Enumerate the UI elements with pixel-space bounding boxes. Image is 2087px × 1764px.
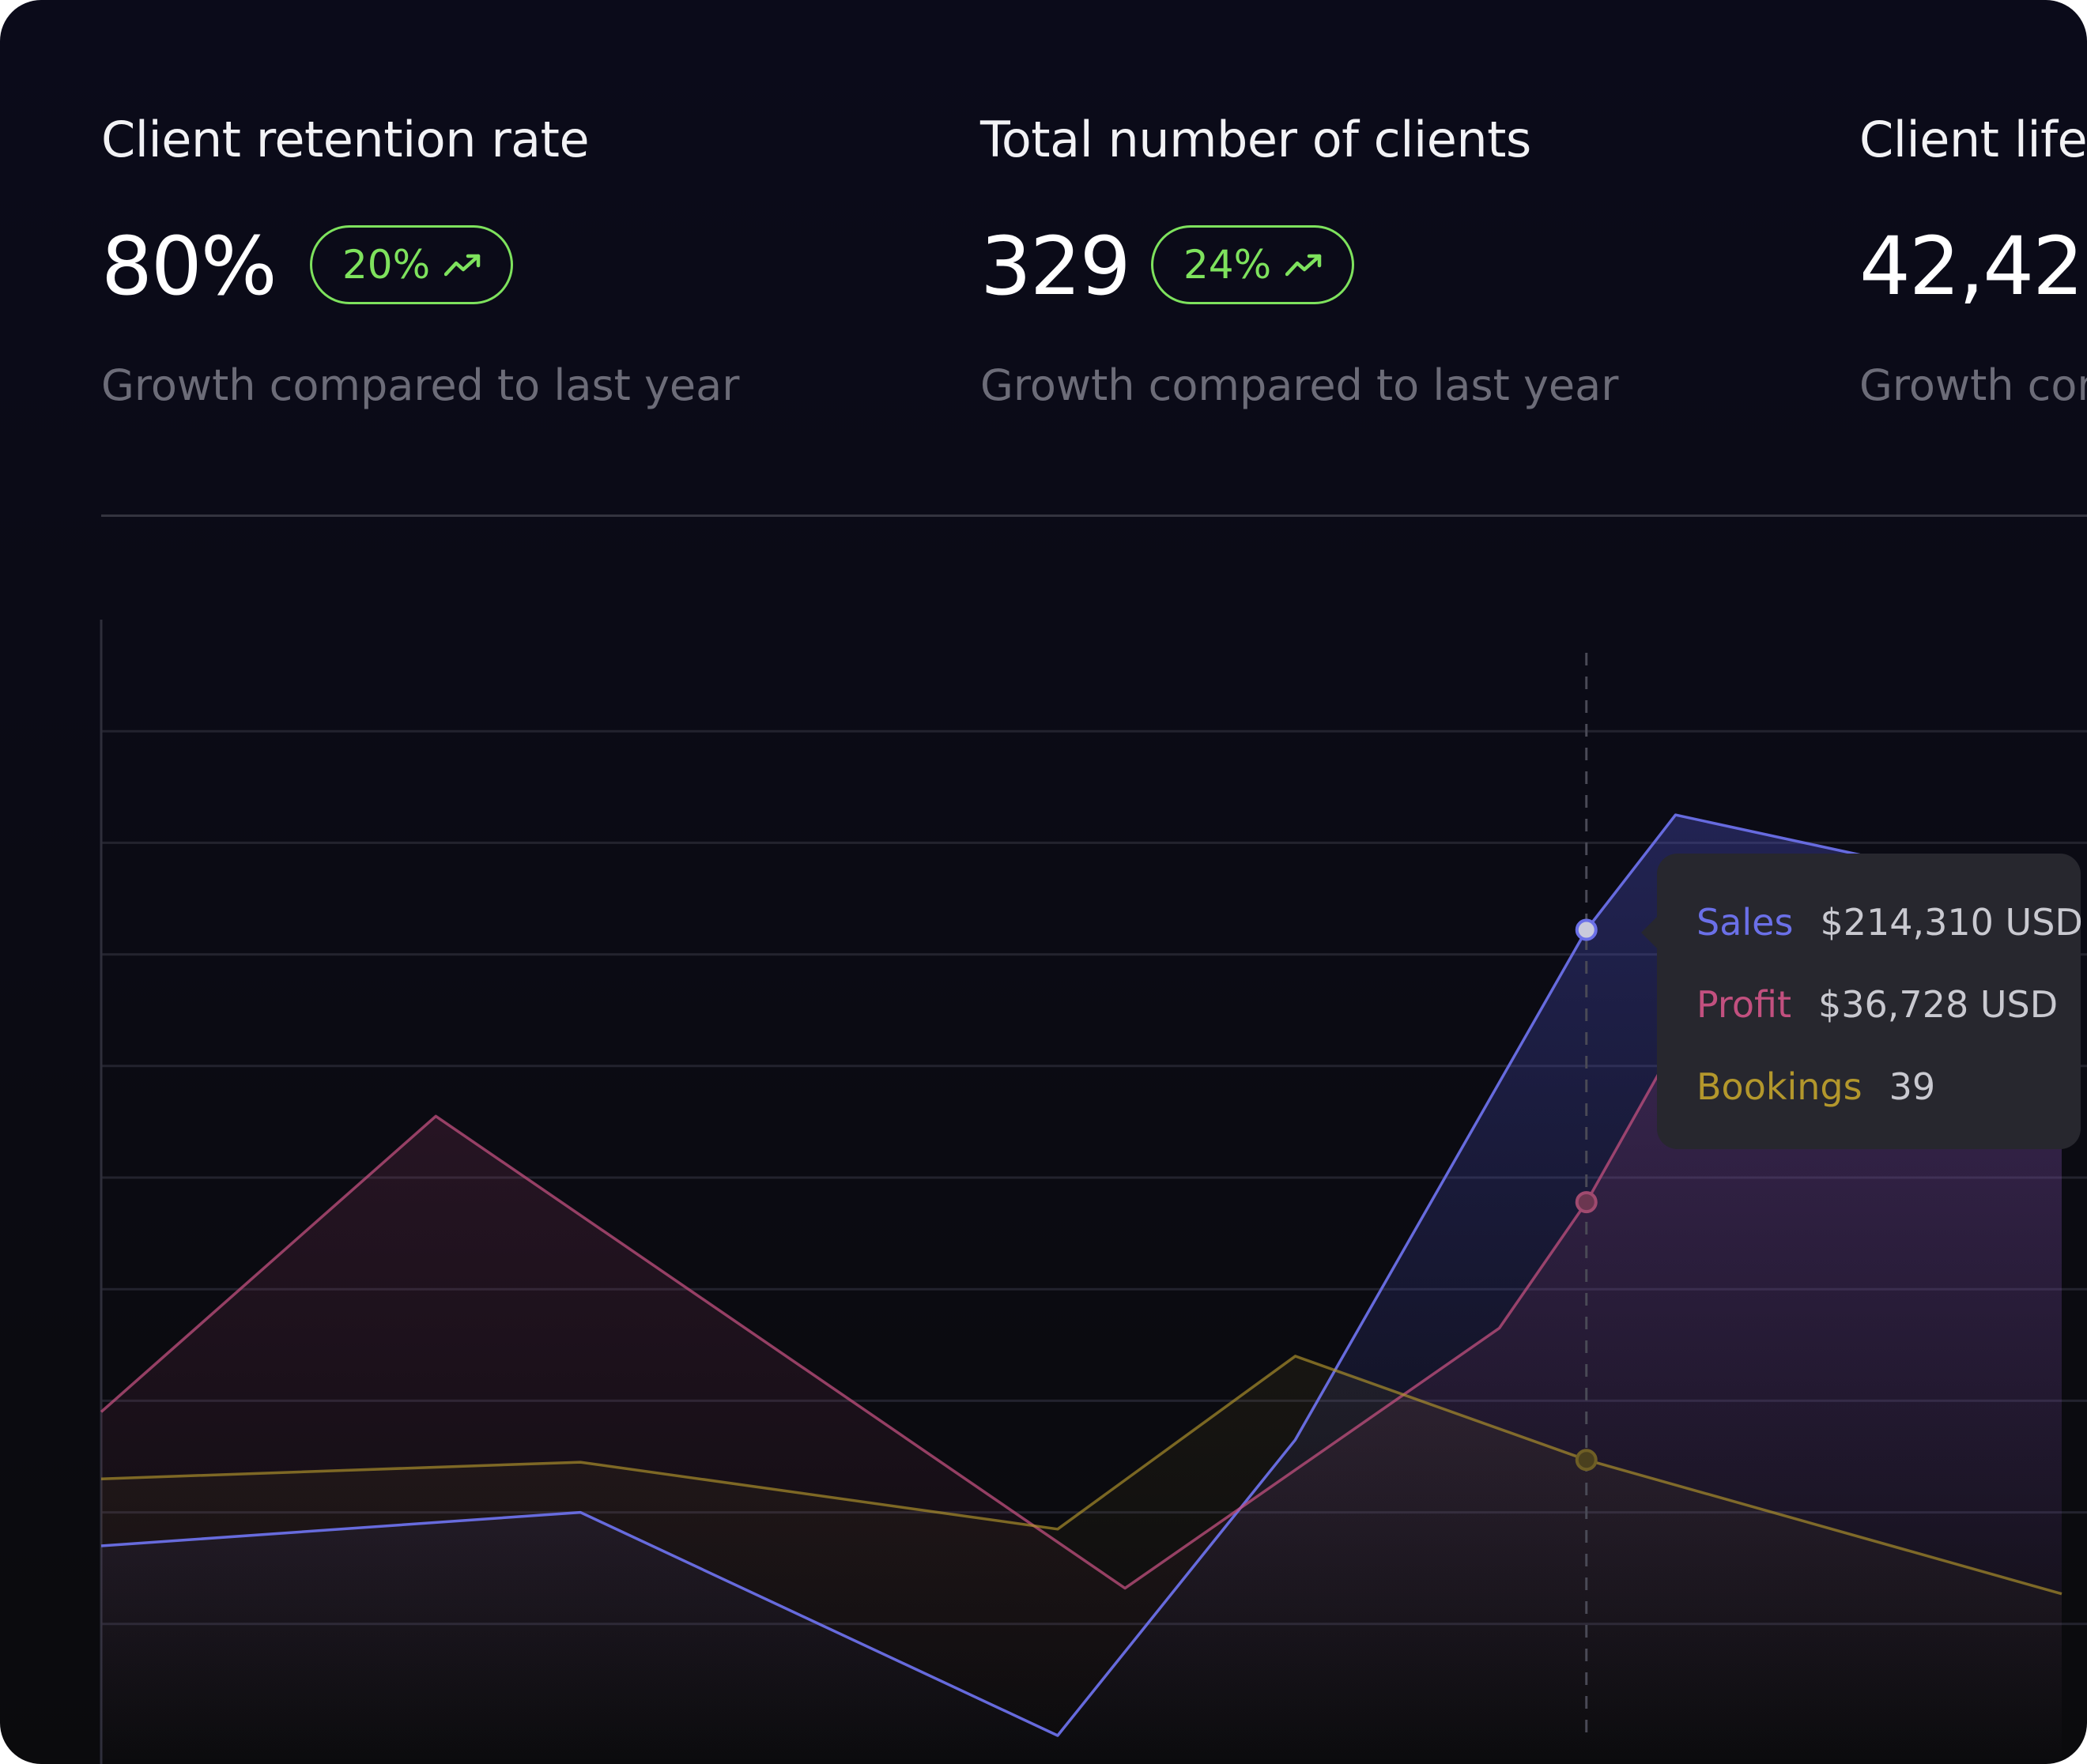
section-divider (101, 514, 2087, 517)
stat-value: 80% (101, 220, 277, 314)
stat-label: Client retention rate (101, 111, 590, 168)
tooltip-sales-label: Sales (1696, 901, 1794, 944)
stat-subtitle: Growth compared to last year (101, 360, 740, 410)
trending-up-icon (1285, 254, 1322, 277)
stat-subtitle: Growth com (1859, 360, 2087, 410)
tooltip-bookings-value: 39 (1889, 1065, 1936, 1108)
tooltip-row-bookings: Bookings 39 (1696, 1065, 1935, 1108)
tooltip-row-sales: Sales $214,310 USD (1696, 901, 2083, 944)
chart-hover (1575, 653, 1598, 1736)
hover-point-profit (1575, 1191, 1598, 1214)
growth-badge-label: 20% (342, 242, 431, 288)
hover-point-sales (1575, 918, 1598, 941)
tooltip-sales-value: $214,310 USD (1820, 901, 2083, 944)
tooltip-profit-label: Profit (1696, 983, 1791, 1026)
stat-value: 329 (980, 220, 1131, 314)
tooltip-row-profit: Profit $36,728 USD (1696, 983, 2058, 1026)
stat-card-retention: Client retention rate 80% 20% Growth com… (101, 0, 892, 443)
series-line-sales (100, 813, 2062, 1737)
tooltip-bookings-label: Bookings (1696, 1065, 1862, 1108)
hover-point-bookings (1575, 1449, 1598, 1472)
growth-badge: 24% (1151, 225, 1355, 304)
stat-label: Client lifet (1859, 111, 2087, 168)
stat-subtitle: Growth compared to last year (980, 360, 1619, 410)
trending-up-icon (444, 254, 481, 277)
stat-card-clients: Total number of clients 329 24% Growth c… (980, 0, 1771, 443)
chart-tooltip: Sales $214,310 USD Profit $36,728 USD Book… (1641, 854, 2083, 1149)
growth-badge: 20% (310, 225, 514, 304)
stat-label: Total number of clients (980, 111, 1531, 168)
stat-value: 42,420 (1859, 220, 2087, 314)
tooltip-profit-value: $36,728 USD (1818, 983, 2059, 1026)
growth-badge-label: 24% (1183, 242, 1272, 288)
series-line-bookings (100, 1355, 2062, 1596)
stat-card-lifetime: Client lifet 42,420 Growth com (1859, 0, 2087, 443)
tooltip-arrow (1641, 915, 1659, 950)
